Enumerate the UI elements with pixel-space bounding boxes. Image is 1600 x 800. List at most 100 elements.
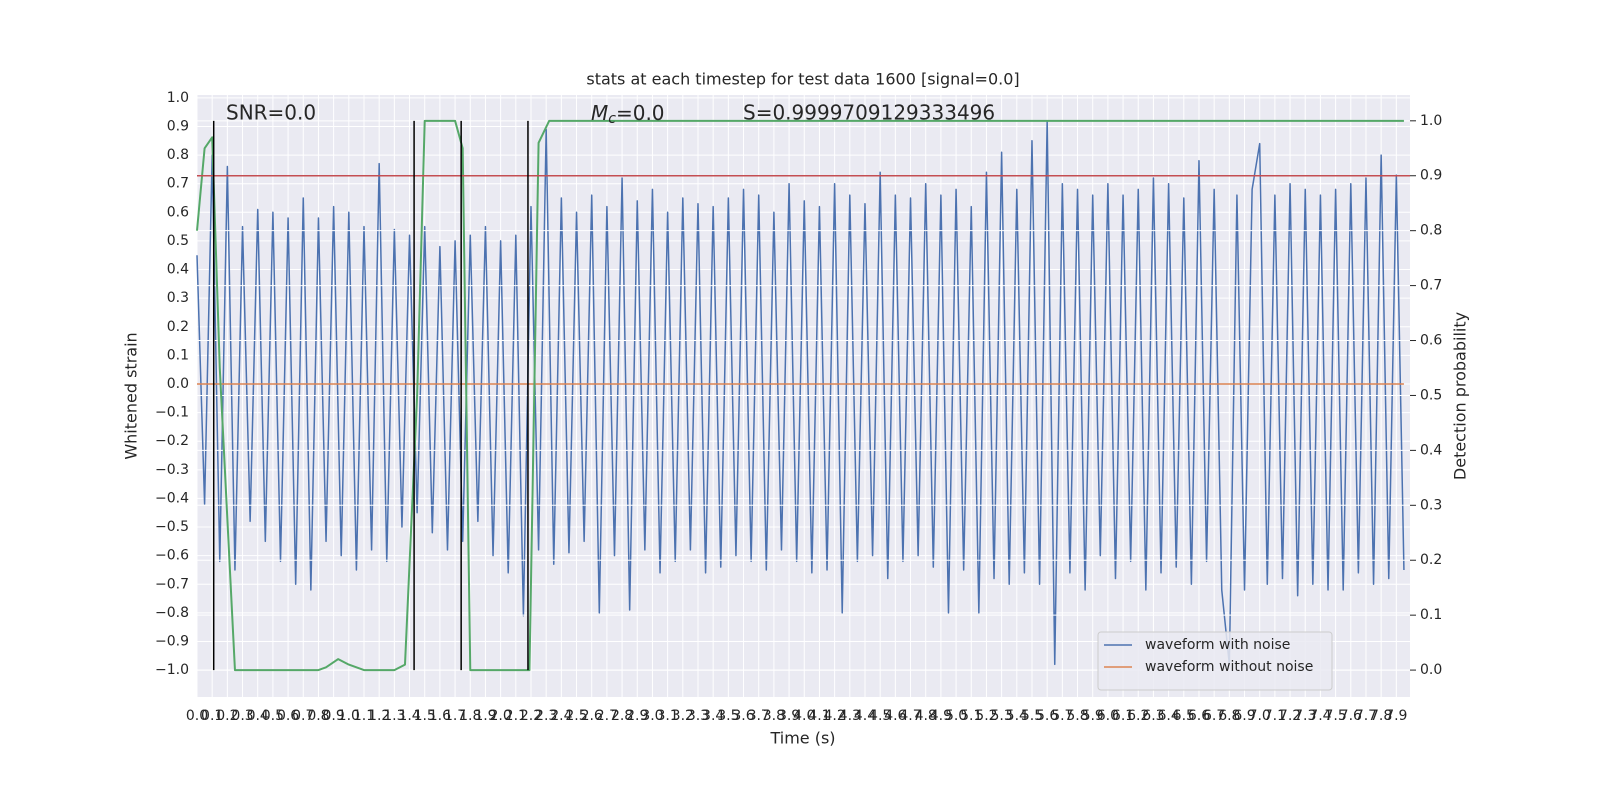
x-tick-label: 2.7: [596, 708, 618, 724]
annotation-text: =0.0: [616, 101, 665, 125]
x-tick-label: 6.8: [1218, 708, 1240, 724]
x-tick-label: 4.7: [899, 708, 921, 724]
x-tick-label: 0.5: [262, 708, 284, 724]
y2-tick-label: 0.2: [1420, 552, 1442, 568]
y-tick-label: −1.0: [155, 662, 189, 678]
x-tick-label: 5.4: [1006, 708, 1028, 724]
y-axis-label: Whitened strain: [122, 332, 141, 459]
x-tick-label: 5.9: [1082, 708, 1104, 724]
x-tick-label: 5.5: [1021, 708, 1043, 724]
x-tick-label: 0.4: [247, 708, 269, 724]
x-tick-label: 5.1: [960, 708, 982, 724]
annotation-symbol: M: [591, 101, 608, 125]
y-tick-label: 0.5: [167, 233, 189, 249]
annotation: S=0.9999709129333496: [743, 101, 995, 125]
y-tick-label: −0.1: [155, 405, 189, 421]
x-tick-label: 3.9: [778, 708, 800, 724]
y-tick-label: 0.1: [167, 347, 189, 363]
y2-axis-label: Detection probability: [1451, 312, 1470, 480]
x-tick-label: 6.7: [1203, 708, 1225, 724]
y2-tick-label: 0.9: [1420, 168, 1442, 184]
x-tick-label: 1.2: [368, 708, 390, 724]
x-tick-label: 3.5: [717, 708, 739, 724]
x-tick-label: 1.6: [429, 708, 451, 724]
x-tick-label: 2.6: [581, 708, 603, 724]
y-tick-label: 0.8: [167, 147, 189, 163]
x-tick-label: 1.7: [444, 708, 466, 724]
x-tick-label: 0.0: [186, 708, 208, 724]
x-tick-label: 6.0: [1097, 708, 1119, 724]
y-tick-label: −0.4: [155, 490, 189, 506]
annotation: SNR=0.0: [226, 101, 316, 125]
annotation: Mc=0.0: [591, 101, 665, 128]
x-tick-label: 6.2: [1127, 708, 1149, 724]
x-tick-label: 4.6: [884, 708, 906, 724]
chart-title: stats at each timestep for test data 160…: [586, 70, 1019, 89]
y2-tick-label: 0.1: [1420, 607, 1442, 623]
x-tick-label: 3.2: [672, 708, 694, 724]
x-tick-label: 7.8: [1370, 708, 1392, 724]
y2-tick-label: 0.0: [1420, 662, 1442, 678]
y2-tick-label: 0.8: [1420, 223, 1442, 239]
x-tick-label: 3.0: [641, 708, 663, 724]
x-tick-label: 0.9: [323, 708, 345, 724]
x-tick-label: 3.8: [763, 708, 785, 724]
x-tick-label: 6.5: [1173, 708, 1195, 724]
x-tick-label: 2.0: [489, 708, 511, 724]
x-tick-label: 7.4: [1309, 708, 1331, 724]
y-tick-label: 0.3: [167, 290, 189, 306]
x-tick-label: 4.2: [823, 708, 845, 724]
x-tick-label: 0.7: [292, 708, 314, 724]
x-tick-label: 0.2: [216, 708, 238, 724]
x-tick-label: 4.5: [869, 708, 891, 724]
x-tick-label: 6.6: [1188, 708, 1210, 724]
y-tick-label: 0.0: [167, 376, 189, 392]
x-tick-label: 1.5: [414, 708, 436, 724]
x-tick-label: 0.3: [231, 708, 253, 724]
x-tick-label: 2.3: [535, 708, 557, 724]
x-tick-label: 5.3: [990, 708, 1012, 724]
y-tick-label: −0.8: [155, 605, 189, 621]
y2-tick-label: 0.4: [1420, 442, 1442, 458]
x-tick-label: 3.6: [732, 708, 754, 724]
x-tick-label: 6.4: [1157, 708, 1179, 724]
x-tick-label: 7.3: [1294, 708, 1316, 724]
y2-tick-label: 1.0: [1420, 113, 1442, 129]
x-tick-label: 6.1: [1112, 708, 1134, 724]
legend-label: waveform with noise: [1145, 637, 1290, 653]
x-tick-label: 2.1: [505, 708, 527, 724]
y-tick-label: −0.3: [155, 462, 189, 478]
x-tick-label: 2.8: [611, 708, 633, 724]
y-tick-label: 0.2: [167, 319, 189, 335]
y-tick-label: 0.4: [167, 262, 189, 278]
x-tick-label: 0.6: [277, 708, 299, 724]
x-tick-label: 7.9: [1385, 708, 1407, 724]
y-tick-label: −0.6: [155, 548, 189, 564]
x-tick-label: 7.6: [1340, 708, 1362, 724]
x-tick-label: 4.1: [808, 708, 830, 724]
y-tick-label: 0.6: [167, 204, 189, 220]
x-tick-label: 5.8: [1066, 708, 1088, 724]
y2-tick-label: 0.5: [1420, 387, 1442, 403]
x-tick-label: 1.0: [338, 708, 360, 724]
x-tick-label: 6.9: [1233, 708, 1255, 724]
x-tick-label: 1.4: [398, 708, 420, 724]
x-tick-label: 5.0: [945, 708, 967, 724]
x-tick-label: 1.8: [459, 708, 481, 724]
x-tick-label: 0.8: [307, 708, 329, 724]
y-tick-label: −0.5: [155, 519, 189, 535]
x-tick-label: 4.9: [930, 708, 952, 724]
x-tick-label: 2.4: [550, 708, 572, 724]
y2-tick-label: 0.7: [1420, 278, 1442, 294]
y-tick-label: −0.9: [155, 633, 189, 649]
x-tick-label: 7.1: [1264, 708, 1286, 724]
y2-tick-label: 0.3: [1420, 497, 1442, 513]
y-tick-label: −0.2: [155, 433, 189, 449]
x-tick-label: 3.3: [687, 708, 709, 724]
y-tick-label: 1.0: [167, 90, 189, 106]
legend-label: waveform without noise: [1145, 659, 1313, 675]
x-tick-label: 5.6: [1036, 708, 1058, 724]
annotation-subscript: c: [608, 111, 616, 127]
x-tick-label: 7.0: [1249, 708, 1271, 724]
